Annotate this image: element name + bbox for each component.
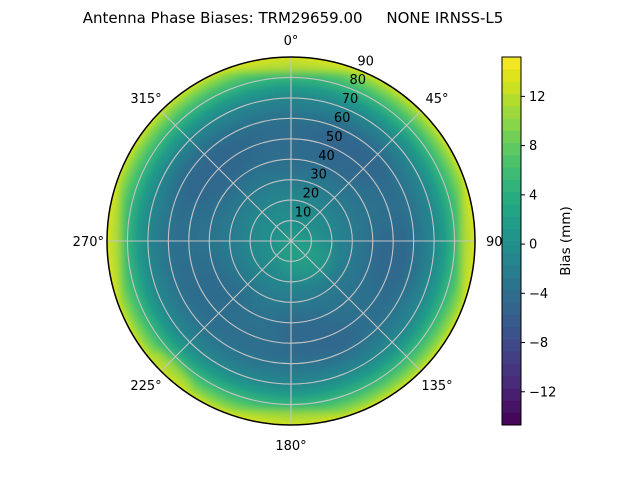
colorbar-band bbox=[502, 240, 521, 254]
colorbar-band bbox=[502, 351, 521, 364]
colorbar-band bbox=[502, 338, 521, 352]
colorbar-band bbox=[502, 228, 521, 242]
colorbar-tick-label: −4 bbox=[529, 287, 548, 302]
colorbar-band bbox=[502, 289, 521, 303]
colorbar-band bbox=[502, 191, 521, 205]
colorbar-band bbox=[502, 265, 521, 279]
r-tick-label: 50 bbox=[326, 130, 343, 145]
colorbar-band bbox=[502, 326, 521, 340]
colorbar-band bbox=[502, 277, 521, 291]
colorbar-tick-label: 4 bbox=[529, 188, 537, 203]
theta-gridline bbox=[160, 240, 292, 372]
theta-gridline bbox=[290, 240, 422, 372]
colorbar-tick-label: 8 bbox=[529, 139, 537, 154]
colorbar-band bbox=[502, 118, 521, 131]
colorbar-band bbox=[502, 142, 521, 156]
theta-tick-label: 315° bbox=[130, 92, 161, 107]
colorbar-tick-label: 0 bbox=[529, 238, 537, 253]
colorbar-band bbox=[502, 69, 521, 82]
theta-tick-label: 180° bbox=[275, 439, 306, 454]
heatmap-blob bbox=[274, 314, 358, 358]
r-tick-label: 40 bbox=[318, 149, 335, 164]
r-tick-label: 80 bbox=[350, 73, 367, 88]
colorbar-band bbox=[502, 105, 521, 119]
colorbar-band bbox=[502, 179, 521, 193]
colorbar-tick-label: −12 bbox=[529, 385, 556, 400]
colorbar-band bbox=[502, 130, 521, 144]
colorbar-band bbox=[502, 154, 521, 168]
colorbar-tick-label: 12 bbox=[529, 90, 546, 105]
heatmap-blob bbox=[176, 139, 250, 205]
colorbar-band bbox=[502, 302, 521, 315]
theta-gridline bbox=[160, 110, 292, 242]
polar-grid bbox=[107, 57, 475, 425]
colorbar-band bbox=[502, 203, 521, 217]
theta-tick-label: 270° bbox=[73, 235, 104, 250]
colorbar-band bbox=[502, 400, 521, 413]
colorbar-outline bbox=[501, 56, 522, 426]
theta-gridline bbox=[290, 110, 422, 242]
chart-title: Antenna Phase Biases: TRM29659.00 NONE I… bbox=[82, 9, 504, 27]
colorbar-tick-label: −8 bbox=[529, 336, 548, 351]
theta-tick-label: 0° bbox=[284, 34, 299, 49]
colorbar-band bbox=[502, 253, 521, 266]
heatmap-blob bbox=[366, 226, 412, 290]
colorbar-band bbox=[502, 93, 521, 107]
theta-tick-label: 135° bbox=[421, 379, 452, 394]
colorbar-band bbox=[502, 56, 521, 70]
colorbar-band bbox=[502, 387, 521, 401]
r-tick-label: 70 bbox=[342, 92, 359, 107]
polar-outline bbox=[106, 56, 476, 426]
colorbar-band bbox=[502, 81, 521, 95]
r-tick-label: 60 bbox=[334, 111, 351, 126]
r-tick-label: 90 bbox=[357, 54, 374, 69]
r-tick-label: 10 bbox=[295, 205, 312, 220]
heatmap-blob bbox=[152, 350, 192, 390]
theta-tick-label: 90 bbox=[486, 235, 503, 250]
r-tick-label: 20 bbox=[303, 187, 320, 202]
colorbar-band bbox=[502, 412, 521, 426]
colorbar-band bbox=[502, 363, 521, 377]
r-tick-label: 30 bbox=[310, 168, 327, 183]
theta-tick-label: 225° bbox=[130, 379, 161, 394]
colorbar-band bbox=[502, 216, 521, 229]
colorbar: 12 8 4 0 −4 −8 −12 Bias (mm) bbox=[501, 56, 574, 426]
colorbar-axis-label: Bias (mm) bbox=[558, 206, 574, 275]
theta-tick-label: 45° bbox=[425, 92, 448, 107]
colorbar-band bbox=[502, 167, 521, 180]
colorbar-band bbox=[502, 375, 521, 389]
colorbar-band bbox=[502, 314, 521, 328]
